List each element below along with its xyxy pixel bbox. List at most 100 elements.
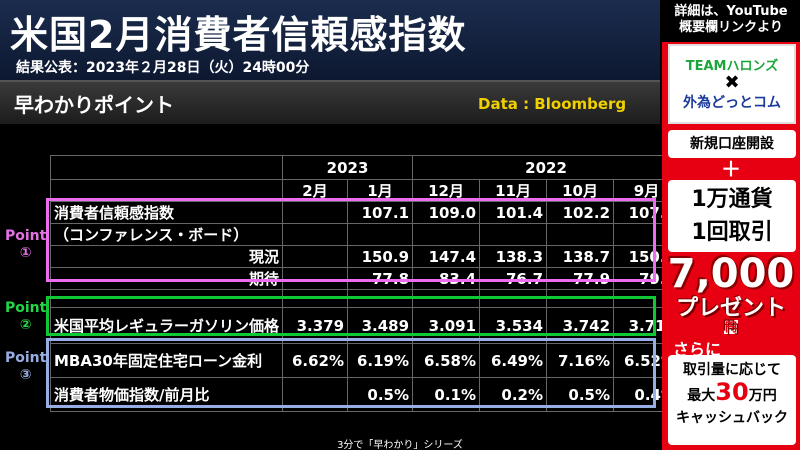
ad-trade-line2: 1回取引 [691,220,773,245]
table-cell [282,245,349,268]
year-2022: 2022 [412,155,681,180]
cross-icon: ✖ [724,72,740,93]
table-cell: 3.489 [347,307,414,344]
table-cell: 101.4 [479,201,548,224]
table-cell [282,223,349,246]
ad-amount: 7,000 円 [662,252,800,340]
table-row: 米国平均レギュラーガソリン価格 3.379 3.489 3.091 3.534 … [49,307,681,344]
table-cell: 76.7 [479,267,548,290]
month-header: 11月 [479,179,548,202]
indicator-table: 2023 2022 2月 1月 12月 11月 10月 9月 消費者信頼感指数 … [49,155,681,412]
ad-cb-unit: 万円 [748,388,777,404]
table-cell: 6.58% [412,343,481,378]
table-cell: 77.9 [546,267,615,290]
point-number: ③ [19,367,32,383]
ad-cb-amount: 30 [715,378,749,406]
ad-cb-line1: 取引量に応じて [683,362,781,378]
ad-cashback: 取引量に応じて 最大30万円 キャッシュバック [668,355,796,445]
table-cell [282,267,349,290]
table-cell: 138.7 [546,245,615,268]
point-bar-title: 早わかりポイント [14,93,174,117]
point-number: ② [19,317,32,333]
plus-icon: ＋ [721,157,741,181]
row-label: 米国平均レギュラーガソリン価格 [49,307,284,344]
brand-gaitame: 外為どっとコム [683,95,781,111]
year-header-row: 2023 2022 [49,155,681,180]
ad-amount-value: 7,000 [667,251,795,297]
spacer-row [49,289,681,308]
row-label: 期待 [49,267,284,290]
month-header-row: 2月 1月 12月 11月 10月 9月 [49,179,681,202]
table-cell: 150.9 [347,245,414,268]
table-cell [479,223,548,246]
table-row: 消費者信頼感指数 107.1 109.0 101.4 102.2 107.8 [49,201,681,224]
point-label-text: Point [5,228,47,244]
row-label: 消費者信頼感指数 [49,201,284,224]
table-cell: 6.19% [347,343,414,378]
title-band: 米国2月消費者信頼感指数 結果公表：2023年２月28日（火）24時00分 [0,0,660,80]
release-date: 結果公表：2023年２月28日（火）24時00分 [16,60,310,76]
ad-sarani: さらに [672,340,721,359]
ad-new-account: 新規口座開設 [668,130,796,158]
ad-youtube-note: 詳細は、YouTube 概要欄リンクより [662,0,800,42]
series-footer: 3分で「早わかり」シリーズ [337,440,463,450]
table-cell [282,201,349,224]
table-cell: 3.379 [282,307,349,344]
table-cell: 3.534 [479,307,548,344]
table-row: 消費者物価指数/前月比 0.5% 0.1% 0.2% 0.5% 0.4% [49,377,681,412]
table-cell: 77.8 [347,267,414,290]
ad-cb-line3: キャッシュバック [676,410,788,426]
point-label-text: Point [5,300,47,316]
table-cell: 0.2% [479,377,548,412]
ad-present: プレゼント [675,296,786,321]
table-cell: 107.1 [347,201,414,224]
table-row: MBA30年固定住宅ローン金利 6.62% 6.19% 6.58% 6.49% … [49,343,681,378]
ad-trade-condition: 1万通貨 1回取引 [668,180,796,252]
table-cell: 147.4 [412,245,481,268]
month-header: 10月 [546,179,615,202]
table-cell [347,223,414,246]
table-cell: 7.16% [546,343,615,378]
table-cell: 83.4 [412,267,481,290]
month-header: 2月 [282,179,349,202]
year-2023: 2023 [282,155,414,180]
row-label: 消費者物価指数/前月比 [49,377,284,412]
table-cell [546,223,615,246]
table-cell [412,223,481,246]
ad-cb-max: 最大 [687,388,716,404]
page-title: 米国2月消費者信頼感指数 [10,13,467,57]
table-cell: 138.3 [479,245,548,268]
point-number: ① [19,245,32,261]
point1-label: Point ① [5,228,46,262]
point-bar: 早わかりポイント Data : Bloomberg [0,80,660,124]
row-label: 現況 [49,245,284,268]
point3-label: Point ③ [5,350,46,384]
table-cell: 109.0 [412,201,481,224]
ad-top-line2: 概要欄リンクより [679,20,783,35]
yen-badge: 円 [724,320,738,334]
ad-logo-box: TEAMハロンズ ✖ 外為どっとコム [668,44,796,124]
ad-cb-line2: 最大30万円 [668,378,796,407]
table-corner [49,155,284,180]
month-header: 12月 [412,179,481,202]
data-source: Data : Bloomberg [478,95,627,113]
table-cell: 3.091 [412,307,481,344]
brand-teamharonzu: TEAMハロンズ [685,59,779,74]
table-row: 期待 77.8 83.4 76.7 77.9 79.5 [49,267,681,290]
table-cell: 6.62% [282,343,349,378]
point2-label: Point ② [5,300,46,334]
point-label-text: Point [5,350,47,366]
ad-trade-line1: 1万通貨 [691,187,773,212]
table-cell: 6.49% [479,343,548,378]
ad-top-line1: 詳細は、YouTube [674,4,788,19]
table-cell: 102.2 [546,201,615,224]
row-label: （コンファレンス・ボード） [49,223,284,246]
ad-panel[interactable]: 詳細は、YouTube 概要欄リンクより TEAMハロンズ ✖ 外為どっとコム … [662,0,800,450]
table-row: （コンファレンス・ボード） [49,223,681,246]
table-cell: 0.1% [412,377,481,412]
table-cell: 3.742 [546,307,615,344]
table-corner-2 [49,179,284,202]
table-cell: 0.5% [546,377,615,412]
table-cell [282,377,349,412]
table-cell: 0.5% [347,377,414,412]
